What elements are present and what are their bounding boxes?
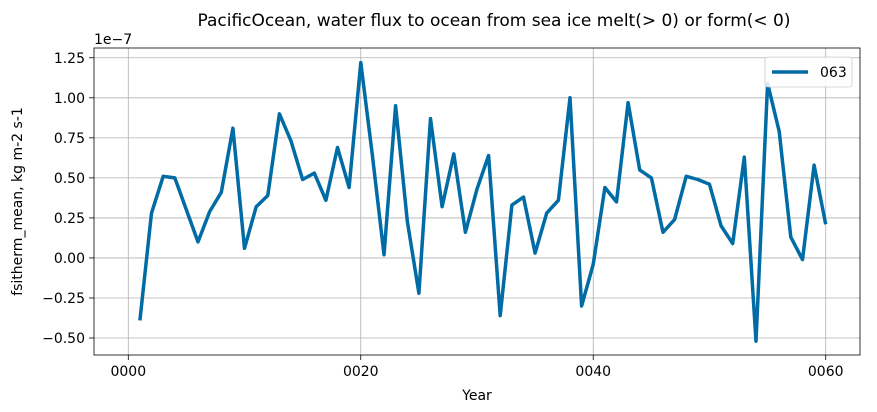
axis-ticks [89,57,827,360]
y-tick-label: 0.75 [54,131,85,147]
y-tick-label: 0.00 [54,251,85,267]
x-tick-labels: 0000 0020 0040 0060 [110,364,843,380]
y-tick-label: 0.50 [54,171,85,187]
legend-label-063: 063 [820,65,847,81]
grid-lines [94,48,860,355]
legend: 063 [764,56,853,88]
y-axis-label: fsitherm_mean, kg m-2 s-1 [10,107,26,296]
y-tick-labels: −0.50 −0.25 0.00 0.25 0.50 0.75 1.00 1.25 [42,51,85,347]
chart-title: PacificOcean, water flux to ocean from s… [197,11,790,31]
y-scale-offset-label: 1e−7 [94,32,132,48]
x-tick-label: 0020 [343,364,379,380]
x-axis-label: Year [461,388,492,404]
plot-frame [93,47,861,356]
y-tick-label: −0.25 [42,291,85,307]
legend-box [764,56,853,88]
y-tick-label: −0.50 [42,331,85,347]
y-tick-label: 1.00 [54,91,85,107]
y-tick-label: 0.25 [54,211,85,227]
series-lines [138,60,828,343]
x-tick-label: 0040 [575,364,611,380]
series-line-063 [138,60,828,343]
x-tick-label: 0060 [808,364,844,380]
y-tick-label: 1.25 [54,51,85,67]
x-tick-label: 0000 [110,364,146,380]
